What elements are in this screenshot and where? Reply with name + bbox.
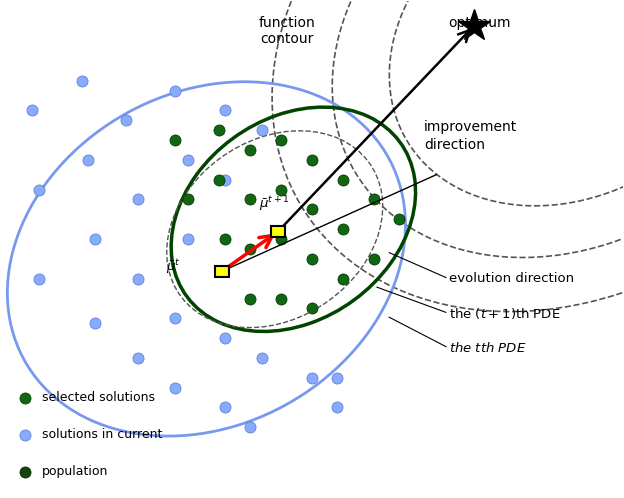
FancyBboxPatch shape	[215, 266, 229, 277]
Text: improvement
direction: improvement direction	[424, 120, 517, 151]
Text: population: population	[42, 465, 108, 479]
Text: the $(t+1)$th PDE: the $(t+1)$th PDE	[449, 306, 560, 321]
Text: evolution direction: evolution direction	[449, 272, 574, 285]
Text: $\bar{\mu}^{t+1}$: $\bar{\mu}^{t+1}$	[259, 195, 290, 214]
Text: the $t$th PDE: the $t$th PDE	[449, 341, 526, 355]
Text: solutions in current: solutions in current	[42, 428, 162, 441]
Text: selected solutions: selected solutions	[42, 391, 155, 404]
FancyBboxPatch shape	[271, 226, 285, 237]
Text: $\bar{\mu}^t$: $\bar{\mu}^t$	[166, 257, 180, 275]
Text: function
contour: function contour	[259, 16, 316, 46]
Text: optimum: optimum	[449, 16, 511, 30]
